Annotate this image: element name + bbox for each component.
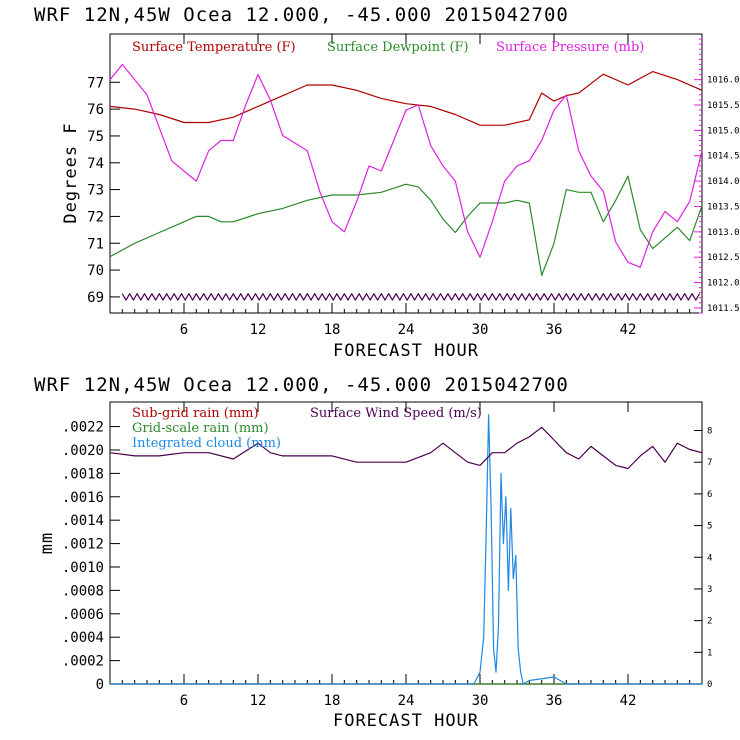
chart1-axes: 6 12 18 24 30 36 42 69 70 71 72 73 74 75 76 77 1011.5 101… [87, 34, 740, 338]
chart2-xtick-label: 36 [546, 693, 563, 709]
chart2-xtick-label: 18 [324, 693, 341, 709]
chart1-series-surface-temperature-f [109, 70, 703, 126]
chart1-series-surface-pressure-mb [109, 63, 703, 268]
chart1-xtick-label: 36 [546, 322, 563, 338]
chart2-ytick-label: .0016 [62, 490, 104, 506]
chart2-y2tick-label: 1 [707, 648, 712, 658]
chart2-xtick-label: 24 [398, 693, 415, 709]
chart1-y2tick-label: 1013.5 [707, 202, 740, 212]
chart1-xtick-label: 24 [398, 322, 415, 338]
chart2-axes: 6 12 18 24 30 36 420.0002.0004.0006.0008.0010.… [62, 402, 712, 709]
chart2-ytick-label: .0004 [62, 630, 104, 646]
chart1-y2tick-label: 1015.0 [707, 126, 740, 136]
chart2-xtick-label: 12 [250, 693, 267, 709]
legend-sub-grid-rain: Sub-grid rain (mm) [132, 406, 259, 421]
chart1-y2tick-label: 1011.5 [707, 304, 740, 314]
chart2-y2tick-label: 5 [707, 522, 712, 532]
chart1-series-surface-pressure-trace [121, 293, 701, 301]
chart2-ytick-label: .0020 [62, 443, 104, 459]
chart2-ytick-label: 0 [96, 677, 104, 693]
chart2-y2tick-label: 3 [707, 585, 712, 595]
chart1-y2tick-label: 1015.5 [707, 101, 740, 111]
chart2-ytick-label: .0008 [62, 583, 104, 599]
chart2-ytick-label: .0002 [62, 654, 104, 670]
legend-surface-dewpoint: Surface Dewpoint (F) [327, 40, 469, 55]
chart1-ytick-label: 73 [87, 183, 104, 199]
chart2-y2tick-label: 6 [707, 490, 712, 500]
chart2-legend: Sub-grid rain (mm)Grid-scale rain (mm)In… [132, 406, 482, 451]
legend-grid-scale-rain: Grid-scale rain (mm) [132, 421, 269, 436]
chart1-series [109, 63, 703, 301]
chart2-series [109, 414, 703, 685]
chart2-xtick-label: 6 [180, 693, 188, 709]
chart1-xlabel: FORECAST HOUR [333, 341, 479, 361]
chart1-y2tick-label: 1014.5 [707, 152, 740, 162]
chart1-xtick-label: 18 [324, 322, 341, 338]
legend-integrated-cloud: Integrated cloud (mm) [132, 436, 281, 451]
chart1-xtick-label: 30 [472, 322, 489, 338]
chart2-y2tick-label: 0 [707, 680, 712, 690]
chart1-ytick-label: 71 [87, 236, 104, 252]
chart1-ytick-label: 77 [87, 75, 104, 91]
chart2-y2tick-label: 7 [707, 458, 712, 468]
chart1-ytick-label: 74 [87, 156, 104, 172]
chart2-ytick-label: .0006 [62, 607, 104, 623]
chart2-xtick-label: 30 [472, 693, 489, 709]
chart1-ytick-label: 76 [87, 102, 104, 118]
chart1-xtick-label: 12 [250, 322, 267, 338]
chart1-y2tick-label: 1012.0 [707, 279, 740, 289]
chart1-xtick-label: 6 [180, 322, 188, 338]
chart2-y2tick-label: 2 [707, 617, 712, 627]
chart2-y2tick-label: 8 [707, 427, 712, 437]
chart2-ytick-label: .0010 [62, 560, 104, 576]
chart1-ytick-label: 70 [87, 263, 104, 279]
legend-surface-temperature: Surface Temperature (F) [132, 40, 296, 55]
chart1-y2tick-label: 1016.0 [707, 76, 740, 86]
chart2-ytick-label: .0018 [62, 466, 104, 482]
legend-surface-pressure: Surface Pressure (mb) [496, 40, 644, 55]
chart1-legend: Surface Temperature (F) Surface Dewpoint … [132, 40, 644, 55]
chart1-ylabel: Degrees F [61, 122, 81, 223]
chart2-xlabel: FORECAST HOUR [333, 711, 479, 731]
chart2-xtick-label: 42 [620, 693, 637, 709]
chart1-y2tick-label: 1012.5 [707, 253, 740, 263]
chart1-ytick-label: 75 [87, 129, 104, 145]
chart2-ytick-label: .0012 [62, 537, 104, 553]
chart2-title: WRF 12N,45W Ocea 12.000, -45.000 2015042… [34, 374, 569, 396]
chart2-ytick-label: .0022 [62, 420, 104, 436]
chart1-y2tick-label: 1013.0 [707, 228, 740, 238]
chart2-series-surface-wind-speed-m-s [109, 426, 703, 470]
chart1-title: WRF 12N,45W Ocea 12.000, -45.000 2015042… [34, 4, 569, 26]
legend-surface-wind-speed: Surface Wind Speed (m/s) [310, 406, 482, 421]
chart1-y2tick-label: 1014.0 [707, 177, 740, 187]
chart1-series-surface-dewpoint-f [109, 175, 703, 276]
chart1-ytick-label: 72 [87, 209, 104, 225]
chart2-ytick-label: .0014 [62, 513, 104, 529]
chart1-ytick-label: 69 [87, 290, 104, 306]
chart2-ylabel: mm [37, 532, 57, 554]
chart2-series-integrated-cloud-mm [110, 414, 702, 685]
chart2-y2tick-label: 4 [707, 553, 712, 563]
chart1-xtick-label: 42 [620, 322, 637, 338]
